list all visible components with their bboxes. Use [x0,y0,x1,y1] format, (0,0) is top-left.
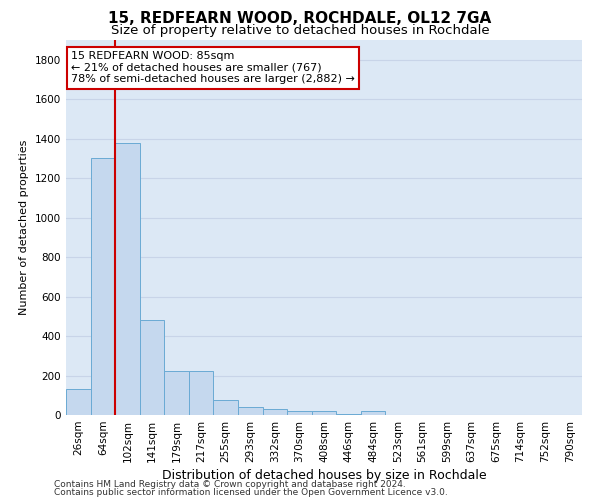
Text: Size of property relative to detached houses in Rochdale: Size of property relative to detached ho… [110,24,490,37]
Y-axis label: Number of detached properties: Number of detached properties [19,140,29,315]
Bar [140,320,164,415]
Bar [66,390,91,415]
Text: Contains public sector information licensed under the Open Government Licence v3: Contains public sector information licen… [54,488,448,497]
Bar [238,407,263,415]
Bar [336,414,361,415]
Bar [361,412,385,415]
Bar [214,400,238,415]
Bar [115,142,140,415]
Bar [91,158,115,415]
Bar [312,412,336,415]
X-axis label: Distribution of detached houses by size in Rochdale: Distribution of detached houses by size … [161,469,487,482]
Bar [164,370,189,415]
Bar [287,411,312,415]
Text: 15 REDFEARN WOOD: 85sqm
← 21% of detached houses are smaller (767)
78% of semi-d: 15 REDFEARN WOOD: 85sqm ← 21% of detache… [71,52,355,84]
Text: Contains HM Land Registry data © Crown copyright and database right 2024.: Contains HM Land Registry data © Crown c… [54,480,406,489]
Text: 15, REDFEARN WOOD, ROCHDALE, OL12 7GA: 15, REDFEARN WOOD, ROCHDALE, OL12 7GA [109,11,491,26]
Bar [189,370,214,415]
Bar [263,410,287,415]
